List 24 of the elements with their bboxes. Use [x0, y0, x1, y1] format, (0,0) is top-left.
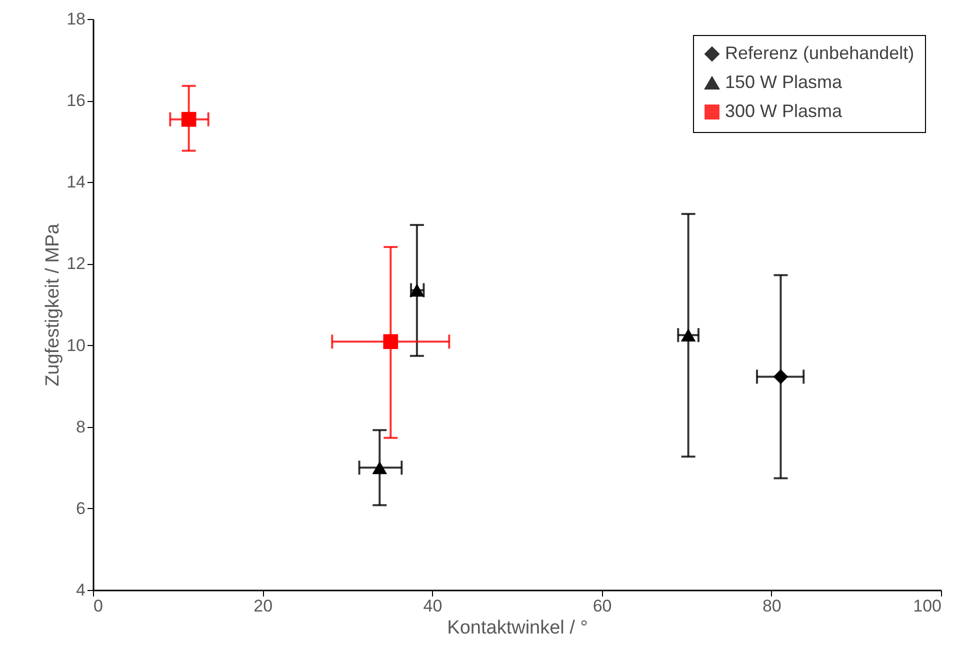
- x-tick-label: 100: [913, 596, 942, 616]
- point: [383, 334, 398, 350]
- y-axis-title: Zugfestigkeit / MPa: [42, 223, 64, 386]
- y-tick-label: 14: [66, 172, 86, 192]
- y-tick-label: 4: [76, 580, 86, 600]
- y-tick-label: 8: [76, 417, 86, 436]
- x-tick-label: 60: [592, 596, 612, 616]
- x-axis-title: Kontaktwinkel / °: [447, 618, 588, 638]
- x-tick-label: 40: [423, 596, 442, 616]
- y-tick-label: 12: [66, 254, 86, 274]
- y-tick-label: 6: [76, 498, 86, 518]
- x-tick-label: 80: [762, 596, 782, 616]
- y-tick-label: 16: [66, 91, 86, 110]
- point: [372, 461, 388, 474]
- point: [680, 328, 696, 342]
- y-tick-label: 18: [66, 10, 86, 28]
- y-tick-label: 10: [66, 336, 86, 355]
- point: [773, 369, 788, 384]
- x-tick-label: 0: [94, 596, 103, 616]
- point: [181, 112, 196, 127]
- legend-label: 150 W Plasma: [725, 72, 844, 92]
- x-tick-label: 20: [254, 596, 273, 616]
- legend-label: 300 W Plasma: [725, 101, 844, 121]
- legend-label: Referenz (unbehandelt): [725, 43, 914, 63]
